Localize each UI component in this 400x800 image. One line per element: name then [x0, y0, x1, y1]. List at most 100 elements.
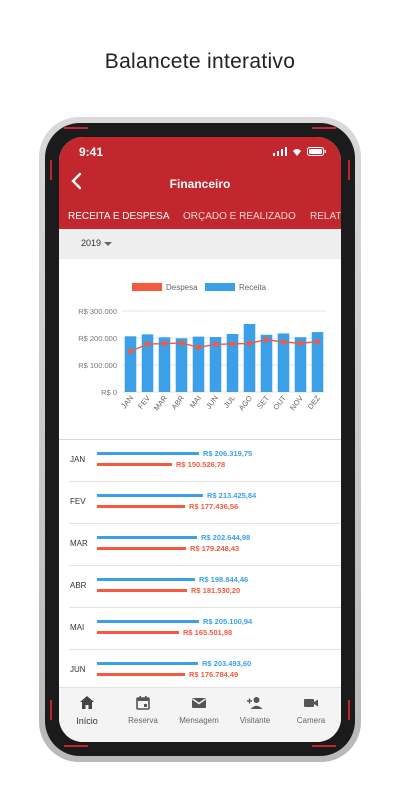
- x-tick-label: AGO: [237, 394, 254, 413]
- receita-bar: [97, 578, 195, 581]
- receita-bar: [277, 333, 290, 392]
- calendar-icon: [136, 696, 150, 710]
- page-title: Financeiro: [169, 177, 231, 191]
- y-tick-label: R$ 100.000: [78, 361, 117, 370]
- month-label: MAI: [70, 623, 85, 632]
- tab-receita-despesa[interactable]: RECEITA E DESPESA: [68, 211, 170, 222]
- despesa-point: [178, 340, 185, 346]
- despesa-value: R$ 165.501,98: [183, 628, 233, 637]
- year-select[interactable]: 2019: [81, 238, 102, 248]
- nav-label: Início: [76, 716, 98, 726]
- despesa-point: [195, 344, 202, 350]
- list-item: MAR R$ 202.644,98 R$ 179.248,43: [69, 524, 341, 566]
- frame-accent: [50, 700, 52, 720]
- despesa-point: [246, 340, 253, 346]
- y-tick-label: R$ 0: [101, 388, 117, 397]
- despesa-bar: [97, 589, 187, 592]
- x-tick-label: NOV: [288, 394, 305, 412]
- despesa-point: [263, 337, 270, 343]
- x-tick-label: SET: [255, 393, 271, 410]
- list-item: MAI R$ 205.100,94 R$ 165.501,98: [69, 608, 341, 650]
- bottom-navigation: Início Reserva Mensagem Visitante Camera: [59, 687, 341, 742]
- add-person-icon: [247, 697, 263, 709]
- bar-line-chart: Despesa Receita R$ 300.000 R$ 200.000 R$ 100…: [78, 283, 326, 413]
- nav-visitante[interactable]: Visitante: [227, 694, 283, 725]
- year-filter-row: 2019: [59, 229, 341, 259]
- despesa-value: R$ 150.526,78: [176, 460, 226, 469]
- receita-bar: [97, 662, 198, 665]
- month-label: JUN: [70, 665, 86, 674]
- tab-relatorio[interactable]: RELATÓ: [310, 211, 341, 222]
- receita-bar: [260, 334, 273, 392]
- y-tick-label: R$ 200.000: [78, 334, 117, 343]
- receita-value: R$ 206.319,75: [203, 449, 253, 458]
- receita-bar: [124, 336, 137, 392]
- despesa-point: [229, 341, 236, 347]
- receita-value: R$ 203.493,60: [202, 659, 252, 668]
- status-bar: 9:41: [79, 145, 327, 161]
- nav-reserva[interactable]: Reserva: [115, 694, 171, 725]
- despesa-point: [280, 339, 287, 345]
- receita-bar: [175, 338, 188, 392]
- list-item: FEV R$ 213.425,84 R$ 177.436,56: [69, 482, 341, 524]
- x-tick-label: ABR: [169, 393, 186, 411]
- tab-bar: RECEITA E DESPESA ORÇADO E REALIZADO REL…: [59, 201, 341, 232]
- frame-accent: [50, 160, 52, 180]
- receita-bar: [158, 337, 171, 392]
- nav-label: Camera: [296, 716, 326, 725]
- back-arrow-icon[interactable]: [67, 171, 87, 191]
- receita-bar: [97, 494, 203, 497]
- legend-label-receita: Receita: [239, 283, 267, 292]
- receita-bar: [226, 333, 239, 392]
- month-label: MAR: [70, 539, 88, 548]
- nav-label: Mensagem: [179, 716, 219, 725]
- x-tick-label: MAI: [188, 394, 203, 410]
- receita-bar: [311, 332, 324, 392]
- frame-accent: [348, 700, 350, 720]
- x-tick-label: JUN: [204, 394, 220, 411]
- list-item: JUN R$ 203.493,60 R$ 176.784,49: [69, 650, 341, 692]
- status-icons: [273, 147, 327, 156]
- nav-camera[interactable]: Camera: [283, 694, 339, 725]
- despesa-line: [130, 338, 318, 353]
- despesa-value: R$ 181.530,20: [191, 586, 241, 595]
- x-tick-label: OUT: [271, 393, 288, 411]
- mail-icon: [192, 698, 206, 708]
- receita-value: R$ 198.844,46: [199, 575, 249, 584]
- chart-panel: Despesa Receita R$ 300.000 R$ 200.000 R$ 100…: [59, 259, 341, 439]
- receita-value: R$ 202.644,98: [201, 533, 251, 542]
- nav-inicio[interactable]: Início: [59, 694, 115, 726]
- despesa-point: [144, 341, 151, 347]
- status-time: 9:41: [79, 145, 104, 159]
- phone-screen: 9:41 Financeiro RECEITA E DESPESA ORÇADO…: [59, 137, 341, 742]
- signal-icon: [273, 147, 287, 156]
- nav-label: Visitante: [239, 716, 271, 725]
- y-tick-label: R$ 300.000: [78, 307, 117, 316]
- chevron-down-icon[interactable]: [104, 242, 112, 246]
- month-label: ABR: [70, 581, 87, 590]
- receita-bar: [209, 337, 222, 392]
- frame-accent: [312, 127, 336, 129]
- list-item: JAN R$ 206.319,75 R$ 150.526,78: [69, 440, 341, 482]
- receita-bar: [243, 323, 256, 392]
- receita-bar: [97, 536, 197, 539]
- receita-bar: [97, 620, 199, 623]
- frame-accent: [64, 745, 88, 747]
- x-tick-label: JAN: [119, 394, 135, 411]
- despesa-point: [212, 341, 219, 347]
- despesa-point: [127, 348, 134, 354]
- nav-mensagem[interactable]: Mensagem: [171, 694, 227, 725]
- receita-value: R$ 205.100,94: [203, 617, 253, 626]
- despesa-bar: [97, 673, 185, 676]
- x-tick-label: JUL: [222, 394, 237, 410]
- tab-orcado-realizado[interactable]: ORÇADO E REALIZADO: [183, 211, 296, 222]
- receita-bar: [294, 337, 307, 392]
- legend-swatch-despesa: [132, 283, 162, 291]
- despesa-bar: [97, 547, 186, 550]
- frame-accent: [64, 127, 88, 129]
- receita-bar: [97, 452, 199, 455]
- receita-bar: [192, 336, 205, 392]
- despesa-bar: [97, 631, 179, 634]
- x-tick-label: FEV: [136, 394, 152, 411]
- battery-icon: [307, 147, 326, 156]
